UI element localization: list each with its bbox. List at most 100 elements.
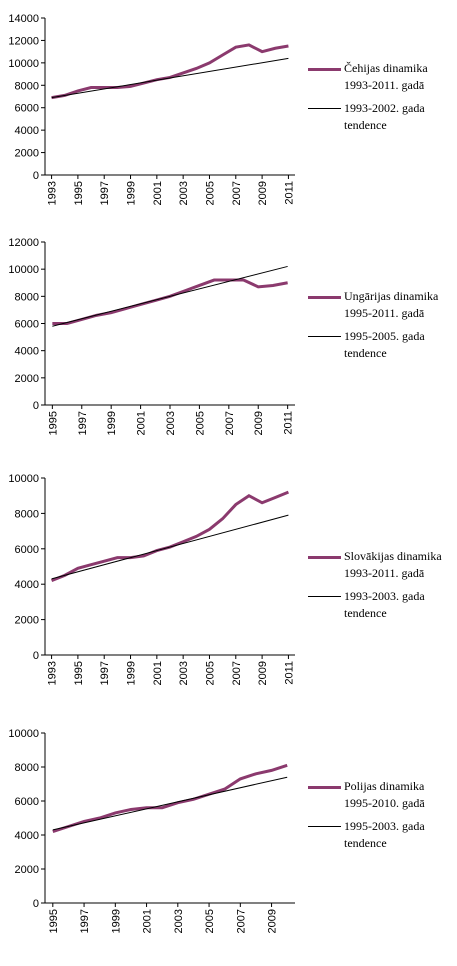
- series-line: [52, 265, 288, 327]
- legend-entry: Ungārijas dinamika 1995-2011. gadā: [308, 288, 454, 322]
- y-tick-label: 4000: [15, 125, 39, 137]
- legend-label: Slovākijas dinamika 1993-2011. gadā: [344, 549, 442, 580]
- x-tick-label: 1995: [73, 181, 85, 205]
- y-tick-label: 6000: [15, 319, 39, 331]
- y-tick-label: 6000: [15, 796, 39, 808]
- x-tick-label: 1999: [126, 181, 138, 205]
- series-line: [52, 763, 288, 834]
- legend: Polijas dinamika 1995-2010. gadā 1995-200…: [308, 778, 454, 858]
- x-tick-label: 2009: [257, 181, 269, 205]
- x-tick-label: 2007: [231, 181, 243, 205]
- x-tick-label: 1995: [48, 909, 60, 933]
- x-tick-label: 1999: [126, 661, 138, 685]
- x-tick-label: 1993: [47, 661, 59, 685]
- y-tick-label: 2000: [15, 373, 39, 385]
- x-tick-label: 2011: [283, 411, 295, 435]
- y-tick-label: 0: [33, 400, 39, 412]
- y-tick-label: 10000: [8, 264, 39, 276]
- x-tick-label: 2001: [152, 661, 164, 685]
- x-tick-label: 1993: [47, 181, 59, 205]
- legend-label: Ungārijas dinamika 1995-2011. gadā: [344, 289, 439, 320]
- x-tick-label: 1995: [47, 411, 59, 435]
- x-tick-label: 1997: [79, 909, 91, 933]
- legend-swatch: [308, 336, 341, 337]
- series-line: [51, 57, 289, 99]
- y-tick-label: 12000: [8, 237, 39, 249]
- x-tick-label: 1999: [106, 411, 118, 435]
- y-tick-label: 6000: [15, 544, 39, 556]
- x-tick-label: 2005: [204, 661, 216, 685]
- y-tick-label: 14000: [8, 13, 39, 25]
- x-tick-label: 2003: [165, 411, 177, 435]
- legend: Čehijas dinamika 1993-2011. gadā 1993-200…: [308, 60, 454, 140]
- y-tick-label: 10000: [8, 728, 39, 740]
- y-tick-label: 8000: [15, 508, 39, 520]
- x-tick-label: 1999: [110, 909, 122, 933]
- x-tick-label: 2001: [136, 411, 148, 435]
- series-line: [52, 776, 288, 831]
- legend-swatch: [308, 596, 341, 597]
- y-tick-label: 2000: [15, 615, 39, 627]
- x-tick-label: 2005: [204, 181, 216, 205]
- x-tick-label: 2011: [283, 181, 295, 205]
- legend-entry: Polijas dinamika 1995-2010. gadā: [308, 778, 454, 812]
- x-tick-label: 2003: [178, 181, 190, 205]
- y-tick-label: 8000: [15, 762, 39, 774]
- x-tick-label: 2009: [257, 661, 269, 685]
- y-tick-label: 4000: [15, 346, 39, 358]
- x-tick-label: 2003: [178, 661, 190, 685]
- x-tick-label: 1997: [77, 411, 89, 435]
- x-tick-label: 1997: [99, 181, 111, 205]
- x-tick-label: 2011: [283, 661, 295, 685]
- series-line: [51, 490, 289, 583]
- y-tick-label: 4000: [15, 579, 39, 591]
- y-tick-label: 12000: [8, 35, 39, 47]
- legend-swatch: [308, 556, 341, 559]
- legend-label: 1995-2005. gada tendence: [344, 329, 425, 360]
- y-tick-label: 2000: [15, 148, 39, 160]
- legend-swatch: [308, 68, 341, 71]
- legend-entry: Slovākijas dinamika 1993-2011. gadā: [308, 548, 454, 582]
- x-tick-label: 2001: [152, 181, 164, 205]
- y-tick-label: 10000: [8, 58, 39, 70]
- series-line: [51, 514, 289, 580]
- legend-label: 1993-2003. gada tendence: [344, 589, 425, 620]
- y-tick-label: 0: [33, 170, 39, 182]
- legend-label: Čehijas dinamika 1993-2011. gadā: [344, 61, 428, 92]
- legend-entry: 1993-2003. gada tendence: [308, 588, 454, 622]
- x-tick-label: 2009: [253, 411, 265, 435]
- legend-label: Polijas dinamika 1995-2010. gadā: [344, 779, 425, 810]
- legend-swatch: [308, 786, 341, 789]
- x-tick-label: 2007: [224, 411, 236, 435]
- legend-label: 1995-2003. gada tendence: [344, 819, 425, 850]
- y-tick-label: 10000: [8, 473, 39, 485]
- x-tick-label: 2005: [204, 909, 216, 933]
- y-tick-label: 8000: [15, 80, 39, 92]
- x-tick-label: 2007: [231, 661, 243, 685]
- y-tick-label: 4000: [15, 830, 39, 842]
- legend-label: 1993-2002. gada tendence: [344, 101, 425, 132]
- x-tick-label: 1995: [73, 661, 85, 685]
- y-tick-label: 8000: [15, 291, 39, 303]
- legend-entry: 1995-2005. gada tendence: [308, 328, 454, 362]
- y-tick-label: 6000: [15, 103, 39, 115]
- legend-entry: 1995-2003. gada tendence: [308, 818, 454, 852]
- legend-swatch: [308, 296, 341, 299]
- x-tick-label: 2001: [142, 909, 154, 933]
- x-tick-label: 2007: [235, 909, 247, 933]
- y-tick-label: 0: [33, 898, 39, 910]
- legend-entry: Čehijas dinamika 1993-2011. gadā: [308, 60, 454, 94]
- legend-swatch: [308, 108, 341, 109]
- series-line: [51, 43, 289, 100]
- y-tick-label: 0: [33, 650, 39, 662]
- x-tick-label: 1997: [99, 661, 111, 685]
- legend-swatch: [308, 826, 341, 827]
- legend: Slovākijas dinamika 1993-2011. gadā 1993-…: [308, 548, 454, 628]
- legend: Ungārijas dinamika 1995-2011. gadā 1995-2…: [308, 288, 454, 368]
- x-tick-label: 2005: [194, 411, 206, 435]
- x-tick-label: 2003: [173, 909, 185, 933]
- legend-entry: 1993-2002. gada tendence: [308, 100, 454, 134]
- x-tick-label: 2009: [267, 909, 279, 933]
